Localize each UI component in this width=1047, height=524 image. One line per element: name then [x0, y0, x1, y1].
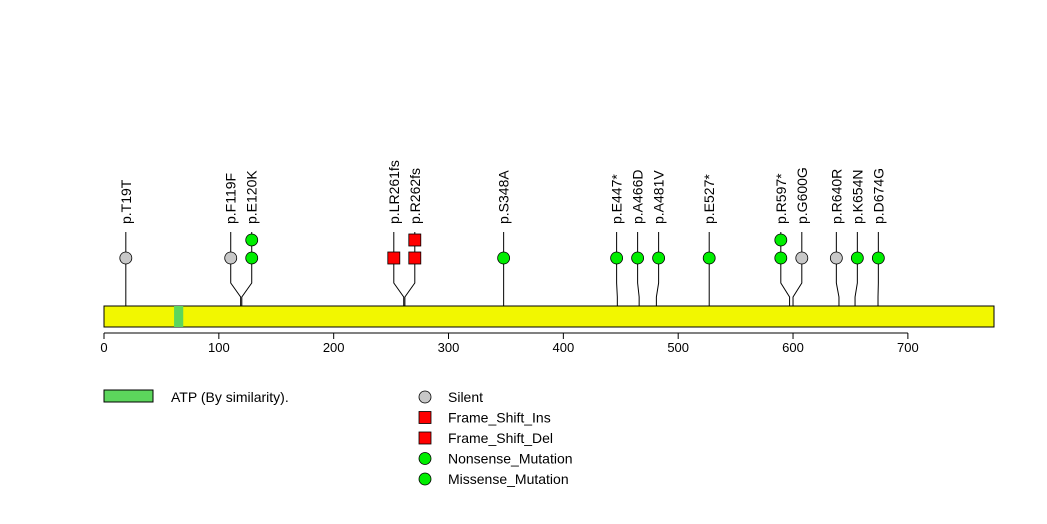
mutation-marker-circle — [652, 251, 666, 265]
x-tick-label: 700 — [897, 340, 919, 355]
legend-square-icon — [418, 411, 432, 424]
x-tick-label: 500 — [667, 340, 689, 355]
mutation-stem — [854, 232, 858, 306]
mutation-label: p.T19T — [118, 179, 134, 224]
mutation-label: p.LR261fs — [386, 160, 402, 224]
mutation-marker-circle — [702, 251, 716, 265]
mutation-marker-circle — [119, 251, 133, 265]
legend-square-icon — [418, 431, 432, 445]
legend-entry-label: Frame_Shift_Del — [448, 430, 553, 446]
legend-entry-label: Nonsense_Mutation — [448, 451, 573, 467]
legend-entry-label: Frame_Shift_Ins — [448, 410, 551, 426]
mutation-stem — [393, 232, 405, 306]
legend-domain-swatch — [103, 389, 154, 403]
mutation-marker-square — [408, 251, 422, 265]
mutation-label: p.F119F — [223, 173, 239, 224]
mutation-stem — [637, 232, 640, 306]
legend-circle-icon — [418, 390, 432, 404]
mutation-marker-circle — [774, 251, 788, 265]
mutation-marker-circle — [795, 251, 809, 265]
legend: ATP (By similarity). Silent Frame_Shift_In… — [103, 389, 573, 487]
mutation-marker-circle — [829, 251, 843, 265]
mutation-stem — [230, 232, 242, 306]
x-tick-label: 600 — [782, 340, 804, 355]
mutation-label: p.R262fs — [407, 168, 423, 224]
x-tick-label: 0 — [100, 340, 107, 355]
mutation-labels: p.T19T p.F119F p.E120K p.LR261fs p.R262fs p.S… — [118, 160, 887, 224]
mutation-marker-circle — [610, 251, 624, 265]
mutation-label: p.S348A — [496, 170, 512, 224]
mutation-marker-square — [387, 251, 401, 265]
mutation-marker-circle — [850, 251, 864, 265]
mutation-markers — [119, 233, 885, 265]
x-axis: 0 100 200 300 400 500 600 700 — [100, 332, 919, 355]
mutation-stem — [616, 232, 618, 306]
x-tick-label: 200 — [323, 340, 345, 355]
mutation-label: p.D674G — [870, 168, 886, 224]
mutation-label: p.E527* — [701, 174, 717, 224]
mutation-stem — [655, 232, 660, 306]
protein-track — [103, 305, 995, 328]
mutation-stem — [792, 232, 803, 306]
mutation-marker-circle — [871, 251, 885, 265]
mutation-marker-circle — [631, 251, 645, 265]
protein-bar — [103, 305, 995, 328]
mutation-label: p.K654N — [849, 170, 865, 224]
mutation-marker-square — [408, 233, 422, 247]
mutation-marker-circle — [497, 251, 511, 265]
legend-circle-icon — [418, 452, 432, 465]
legend-entry-label: Silent — [448, 389, 483, 405]
mutation-marker-circle — [245, 233, 259, 247]
x-tick-label: 400 — [553, 340, 575, 355]
mutation-label: p.G600G — [794, 167, 810, 224]
mutation-stems — [125, 232, 879, 306]
mutation-label: p.R597* — [773, 173, 789, 224]
mutation-label: p.A466D — [630, 170, 646, 224]
mutation-marker-circle — [245, 251, 259, 265]
mutation-label: p.E447* — [609, 174, 625, 224]
legend-entry-label: Missense_Mutation — [448, 471, 569, 487]
mutation-label: p.R640R — [828, 169, 844, 224]
legend-domain-label: ATP (By similarity). — [171, 389, 289, 405]
mutation-marker-circle — [224, 251, 238, 265]
mutation-label: p.A481V — [651, 170, 667, 224]
legend-circle-icon — [418, 472, 432, 486]
mutation-marker-circle — [774, 233, 788, 247]
domain-region — [174, 306, 184, 327]
x-tick-label: 100 — [208, 340, 230, 355]
x-tick-label: 300 — [438, 340, 460, 355]
mutation-label: p.E120K — [244, 170, 260, 224]
mutation-stem — [835, 232, 840, 306]
